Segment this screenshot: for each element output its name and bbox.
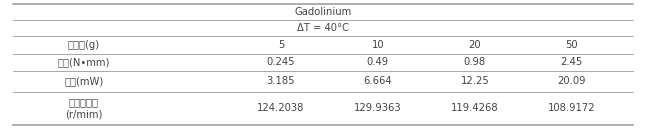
Text: 119.4268: 119.4268 xyxy=(451,103,499,113)
Text: 108.9172: 108.9172 xyxy=(548,103,596,113)
Text: ΔT = 40°C: ΔT = 40°C xyxy=(297,23,349,33)
Text: 토크(N•mm): 토크(N•mm) xyxy=(57,57,110,67)
Text: 출력(mW): 출력(mW) xyxy=(65,76,103,86)
Text: 50: 50 xyxy=(565,40,578,50)
Text: 10: 10 xyxy=(371,40,384,50)
Text: 6.664: 6.664 xyxy=(364,76,392,86)
Text: 요질량(g): 요질량(g) xyxy=(68,40,100,50)
Text: 분당회전수
(r/mim): 분당회전수 (r/mim) xyxy=(65,97,103,119)
Text: 3.185: 3.185 xyxy=(267,76,295,86)
Text: 5: 5 xyxy=(278,40,284,50)
Text: 20.09: 20.09 xyxy=(557,76,586,86)
Text: 124.2038: 124.2038 xyxy=(257,103,305,113)
Text: 2.45: 2.45 xyxy=(561,57,583,67)
Text: 0.98: 0.98 xyxy=(464,57,486,67)
Text: 12.25: 12.25 xyxy=(461,76,489,86)
Text: 129.9363: 129.9363 xyxy=(354,103,402,113)
Text: 0.245: 0.245 xyxy=(267,57,295,67)
Text: Gadolinium: Gadolinium xyxy=(295,7,351,17)
Text: 0.49: 0.49 xyxy=(367,57,389,67)
Text: 20: 20 xyxy=(468,40,481,50)
